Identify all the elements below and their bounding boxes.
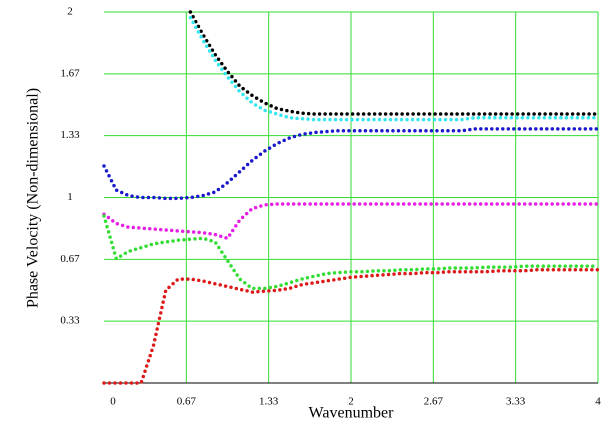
- series-line: [102, 268, 600, 385]
- y-tick-label: 1: [67, 191, 73, 203]
- series-line: [188, 10, 600, 116]
- x-tick-label: 0.67: [177, 396, 197, 408]
- y-tick-label: 0.33: [60, 315, 80, 327]
- y-axis-title: Phase Velocity (Non-dimensional): [25, 88, 42, 308]
- x-tick-label: 3.33: [506, 396, 526, 408]
- y-tick-label: 1.33: [60, 129, 80, 141]
- x-tick-label: 2: [348, 396, 354, 408]
- series-line: [188, 15, 600, 122]
- y-tick-label: 1.67: [60, 67, 80, 79]
- x-tick-label: 1.33: [259, 396, 279, 408]
- series-line: [102, 127, 600, 201]
- x-axis-title: Wavenumber: [309, 405, 395, 422]
- x-tick-label: 4: [595, 396, 601, 408]
- x-tick-label: 2.67: [424, 396, 444, 408]
- x-tick-label: 0: [110, 396, 116, 408]
- y-tick-label: 0.67: [60, 253, 80, 265]
- series-line: [102, 214, 600, 291]
- y-tick-label: 2: [67, 6, 73, 18]
